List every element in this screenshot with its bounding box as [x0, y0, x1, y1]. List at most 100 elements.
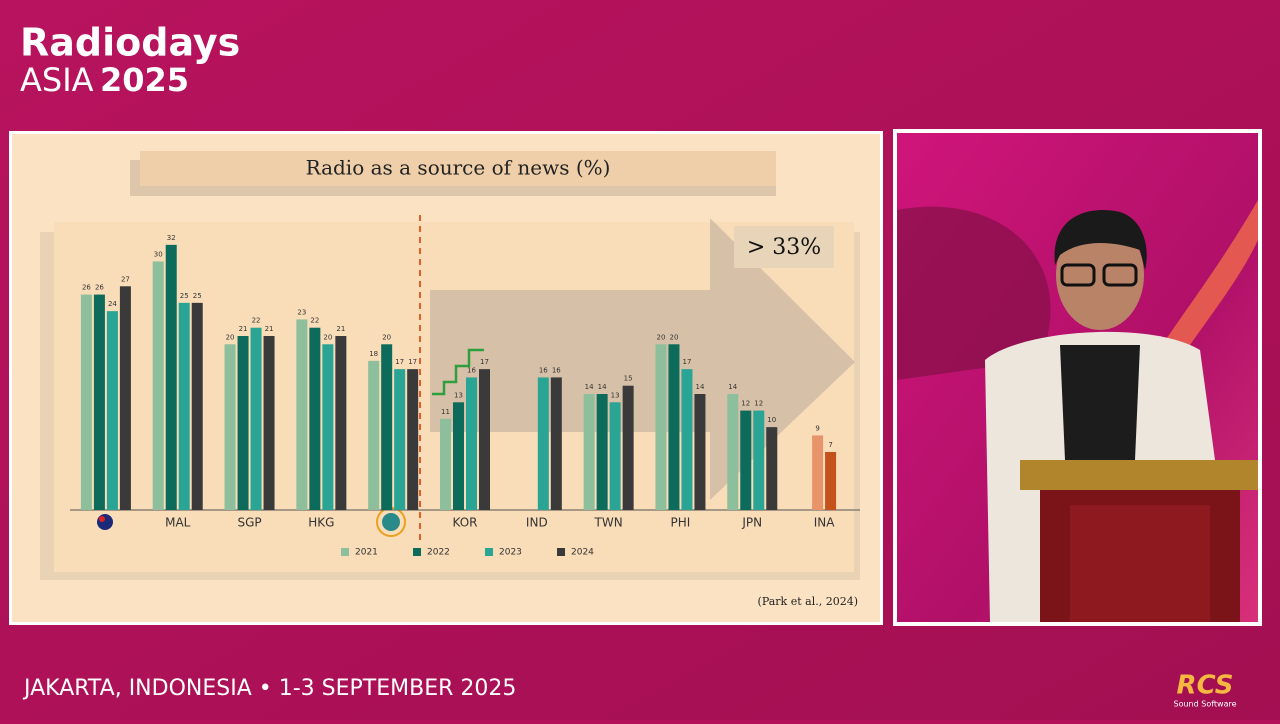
bar [766, 427, 778, 510]
bar [191, 302, 203, 510]
x-tick-label: SGP [237, 516, 261, 530]
bar [596, 394, 608, 510]
bar [309, 327, 321, 510]
bar [296, 319, 308, 510]
rcs-logo: RCS [1177, 671, 1234, 701]
data-label: 24 [108, 300, 117, 308]
bar [479, 369, 490, 510]
bar [655, 344, 667, 510]
data-label: 16 [539, 366, 548, 374]
x-tick-label: HKG [308, 516, 334, 530]
legend-label: 2022 [427, 548, 450, 558]
bar [825, 452, 837, 510]
bar [609, 402, 621, 510]
source: (Park et al., 2024) [758, 595, 858, 608]
bar [165, 244, 177, 510]
bar [668, 344, 680, 510]
rcs-logo-sub: Sound Software [1174, 700, 1237, 709]
data-label: 14 [695, 383, 704, 391]
data-label: 17 [682, 358, 691, 366]
data-label: 16 [467, 366, 476, 374]
x-tick-label: MAL [165, 516, 191, 530]
data-label: 25 [193, 292, 202, 300]
data-label: 22 [310, 317, 319, 325]
speaker-hair [1054, 210, 1147, 270]
title-banner [140, 151, 776, 186]
data-label: 23 [297, 308, 306, 316]
flag-icon [97, 514, 113, 530]
bar [694, 394, 706, 510]
x-tick-label: TWN [594, 516, 623, 530]
data-label: 7 [828, 441, 832, 449]
data-label: 14 [598, 383, 607, 391]
bar [224, 344, 236, 510]
data-label: 16 [552, 366, 561, 374]
data-label: 20 [382, 333, 391, 341]
brand-region: ASIA [20, 61, 94, 99]
stage-shape [897, 206, 1051, 380]
bar [753, 410, 765, 510]
brand-year: 2025 [100, 61, 189, 99]
legend-swatch [341, 548, 349, 556]
data-label: 13 [454, 391, 463, 399]
bar [812, 435, 824, 510]
bar [622, 385, 634, 510]
brand: Radiodays [20, 21, 240, 65]
bar [407, 369, 419, 510]
bar [152, 261, 164, 510]
speaker-face [1056, 220, 1144, 330]
data-label: 21 [265, 325, 274, 333]
bar [80, 294, 92, 510]
data-label: 27 [121, 275, 130, 283]
data-label: 12 [754, 400, 763, 408]
speaker-glasses [1060, 263, 1096, 287]
data-label: 15 [624, 375, 633, 383]
annotation: > 33% [747, 235, 821, 260]
bar [335, 336, 347, 510]
data-label: 32 [167, 234, 176, 242]
data-label: 26 [95, 284, 104, 292]
bar [453, 402, 464, 510]
data-label: 14 [585, 383, 594, 391]
bar [263, 336, 275, 510]
data-label: 25 [180, 292, 189, 300]
bar [537, 377, 549, 510]
data-label: 20 [669, 333, 678, 341]
data-label: 17 [408, 358, 417, 366]
slide-title: Radio as a source of news (%) [306, 156, 611, 180]
data-label: 11 [441, 408, 450, 416]
bar [740, 410, 752, 510]
data-label: 17 [480, 358, 489, 366]
speaker-shirt [1060, 345, 1140, 460]
growth-steps [432, 348, 484, 396]
bar [440, 418, 451, 510]
flag-icon-detail [99, 516, 105, 522]
bar [119, 286, 131, 510]
data-label: 9 [815, 424, 819, 432]
data-label: 20 [323, 333, 332, 341]
bar [250, 327, 262, 510]
data-label: 22 [252, 317, 261, 325]
data-label: 26 [82, 284, 91, 292]
data-label: 14 [728, 383, 737, 391]
data-label: 21 [239, 325, 248, 333]
event-info: JAKARTA, INDONESIA • 1-3 SEPTEMBER 2025 [22, 676, 516, 701]
data-label: 30 [154, 250, 163, 258]
data-label: 21 [336, 325, 345, 333]
data-label: 13 [611, 391, 620, 399]
bar [681, 369, 693, 510]
bar [106, 311, 118, 510]
podium-top [1020, 460, 1258, 490]
legend-label: 2024 [571, 548, 594, 558]
speaker-glasses [1102, 263, 1138, 287]
bar [466, 377, 477, 510]
podium-panel [1070, 505, 1210, 622]
legend-swatch [413, 548, 421, 556]
legend-swatch [485, 548, 493, 556]
annotation-box [734, 226, 834, 268]
data-label: 12 [741, 400, 750, 408]
bar [583, 394, 595, 510]
bar [178, 302, 190, 510]
